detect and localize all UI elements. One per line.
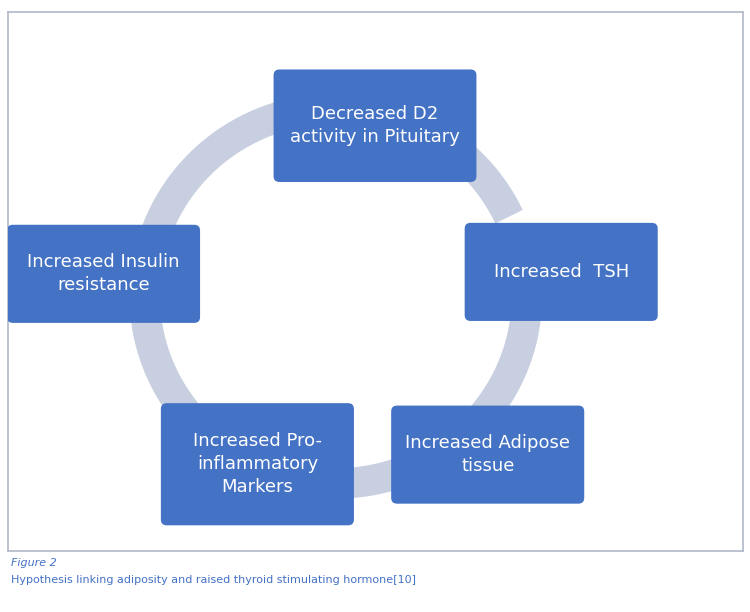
Text: Figure 2: Figure 2 <box>11 558 57 568</box>
Text: Increased Insulin
resistance: Increased Insulin resistance <box>27 253 180 294</box>
Text: Increased  TSH: Increased TSH <box>494 263 628 281</box>
FancyBboxPatch shape <box>160 403 354 525</box>
Text: Increased Adipose
tissue: Increased Adipose tissue <box>405 434 570 475</box>
FancyBboxPatch shape <box>274 69 476 182</box>
Text: Decreased D2
activity in Pituitary: Decreased D2 activity in Pituitary <box>290 105 460 146</box>
Text: Increased Pro-
inflammatory
Markers: Increased Pro- inflammatory Markers <box>193 432 322 496</box>
FancyBboxPatch shape <box>7 225 200 323</box>
FancyBboxPatch shape <box>465 223 658 321</box>
Text: Hypothesis linking adiposity and raised thyroid stimulating hormone[10]: Hypothesis linking adiposity and raised … <box>11 575 416 584</box>
FancyBboxPatch shape <box>392 406 584 504</box>
